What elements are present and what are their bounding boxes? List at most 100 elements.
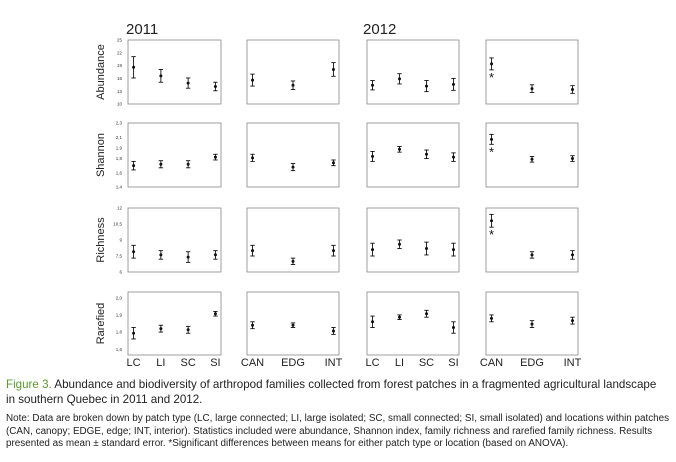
x-category-label-can: CAN — [241, 357, 264, 369]
mean-point — [132, 164, 136, 168]
panel-frame — [246, 39, 340, 105]
mean-point — [451, 326, 455, 330]
panel-frame — [127, 207, 222, 273]
mean-point — [490, 137, 494, 141]
figure-note: Note: Data are broken down by patch type… — [6, 413, 670, 449]
y-tick-label: 1,9 — [116, 145, 123, 150]
mean-point — [159, 162, 163, 166]
y-tick-label: 10 — [117, 102, 123, 107]
y-tick-label: 1,6 — [116, 170, 123, 175]
mean-point — [251, 323, 255, 327]
mean-point — [398, 147, 402, 151]
y-axis-label-shannon: Shannon — [95, 133, 107, 177]
mean-point — [213, 253, 217, 257]
significance-asterisk: * — [489, 227, 494, 242]
mean-point — [132, 65, 136, 69]
year-label-2011: 2011 — [126, 21, 158, 38]
mean-point — [530, 322, 534, 326]
mean-point — [570, 253, 574, 257]
mean-point — [530, 87, 534, 91]
y-tick-label: 19 — [117, 63, 123, 68]
panel-grid: Abundance 25 22 19 16 13 10 * Shannon 2,3 2,1 1,9 1,… — [95, 38, 579, 356]
y-tick-label: 1,8 — [116, 330, 123, 335]
x-category-label-si: SI — [210, 357, 220, 369]
panel-frame — [366, 207, 460, 273]
mean-point — [424, 84, 428, 88]
significance-asterisk: * — [489, 70, 494, 85]
y-axis-label-abundance: Abundance — [95, 44, 107, 100]
y-tick-label: 16 — [117, 76, 123, 81]
mean-point — [331, 249, 335, 253]
figure-caption-label: Figure 3. — [6, 378, 52, 391]
mean-point — [132, 331, 136, 335]
mean-point — [186, 162, 190, 166]
mean-point — [331, 329, 335, 333]
mean-point — [570, 157, 574, 161]
y-tick-label: 9 — [119, 238, 122, 243]
mean-point — [490, 219, 494, 223]
mean-point — [371, 248, 375, 252]
figure-3-chart: 2011 2012 Abundance 25 22 19 16 13 10 * Shannon 2… — [95, 21, 582, 369]
y-tick-label: 6 — [119, 270, 122, 275]
mean-point — [570, 319, 574, 323]
year-label-2012: 2012 — [363, 21, 396, 38]
x-category-label-edg: EDG — [520, 357, 544, 369]
mean-point — [251, 78, 255, 82]
panel-frame — [366, 291, 460, 356]
x-category-label-edg: EDG — [281, 357, 305, 369]
mean-point — [186, 81, 190, 85]
panel-frame — [246, 207, 340, 273]
x-category-label-can: CAN — [480, 357, 503, 369]
y-tick-label: 2,1 — [116, 135, 123, 140]
y-tick-label: 1,6 — [116, 347, 123, 352]
panel-frame — [246, 122, 340, 188]
mean-point — [530, 157, 534, 161]
mean-point — [570, 87, 574, 91]
x-axis-category-labels: LC LI SC SI CAN EDG INT LC LI SC SI CAN EDG INT — [127, 357, 582, 369]
y-tick-label: 12 — [117, 206, 123, 211]
x-category-label-li: LI — [156, 357, 165, 369]
mean-point — [213, 155, 217, 159]
mean-point — [424, 152, 428, 156]
mean-point — [398, 77, 402, 81]
panel-frame — [127, 291, 222, 356]
mean-point — [371, 83, 375, 87]
mean-point — [490, 62, 494, 66]
mean-point — [291, 259, 295, 263]
x-category-label-si: SI — [448, 357, 458, 369]
y-tick-label: 22 — [117, 50, 123, 55]
panel-frame — [366, 39, 460, 105]
mean-point — [371, 154, 375, 158]
mean-point — [490, 316, 494, 320]
mean-point — [186, 255, 190, 259]
mean-point — [213, 312, 217, 316]
figure-caption: Figure 3. Abundance and biodiversity of … — [6, 378, 666, 407]
x-category-label-int: INT — [325, 357, 343, 369]
y-tick-label: 7,5 — [116, 254, 123, 259]
mean-point — [213, 85, 217, 89]
y-tick-label: 1,4 — [116, 185, 123, 190]
mean-point — [398, 315, 402, 319]
x-category-label-lc: LC — [365, 357, 379, 369]
y-axis-label-richness: Richness — [95, 217, 107, 263]
mean-point — [291, 323, 295, 327]
mean-point — [530, 253, 534, 257]
y-tick-label: 10,5 — [113, 222, 122, 227]
mean-point — [331, 161, 335, 165]
y-tick-label: 2,3 — [116, 121, 123, 126]
y-axis-label-rarefied: Rarefied — [95, 303, 107, 345]
panel-frame — [246, 291, 340, 356]
mean-point — [251, 249, 255, 253]
mean-point — [371, 320, 375, 324]
mean-point — [424, 312, 428, 316]
y-tick-label: 1,8 — [116, 156, 123, 161]
y-tick-label: 1,9 — [116, 313, 123, 318]
y-tick-label: 25 — [117, 38, 123, 43]
figure-caption-text: Abundance and biodiversity of arthropod … — [6, 378, 657, 406]
mean-point — [291, 83, 295, 87]
mean-point — [186, 328, 190, 332]
mean-point — [251, 156, 255, 160]
significance-asterisk: * — [489, 144, 494, 159]
mean-point — [331, 67, 335, 71]
mean-point — [291, 165, 295, 169]
